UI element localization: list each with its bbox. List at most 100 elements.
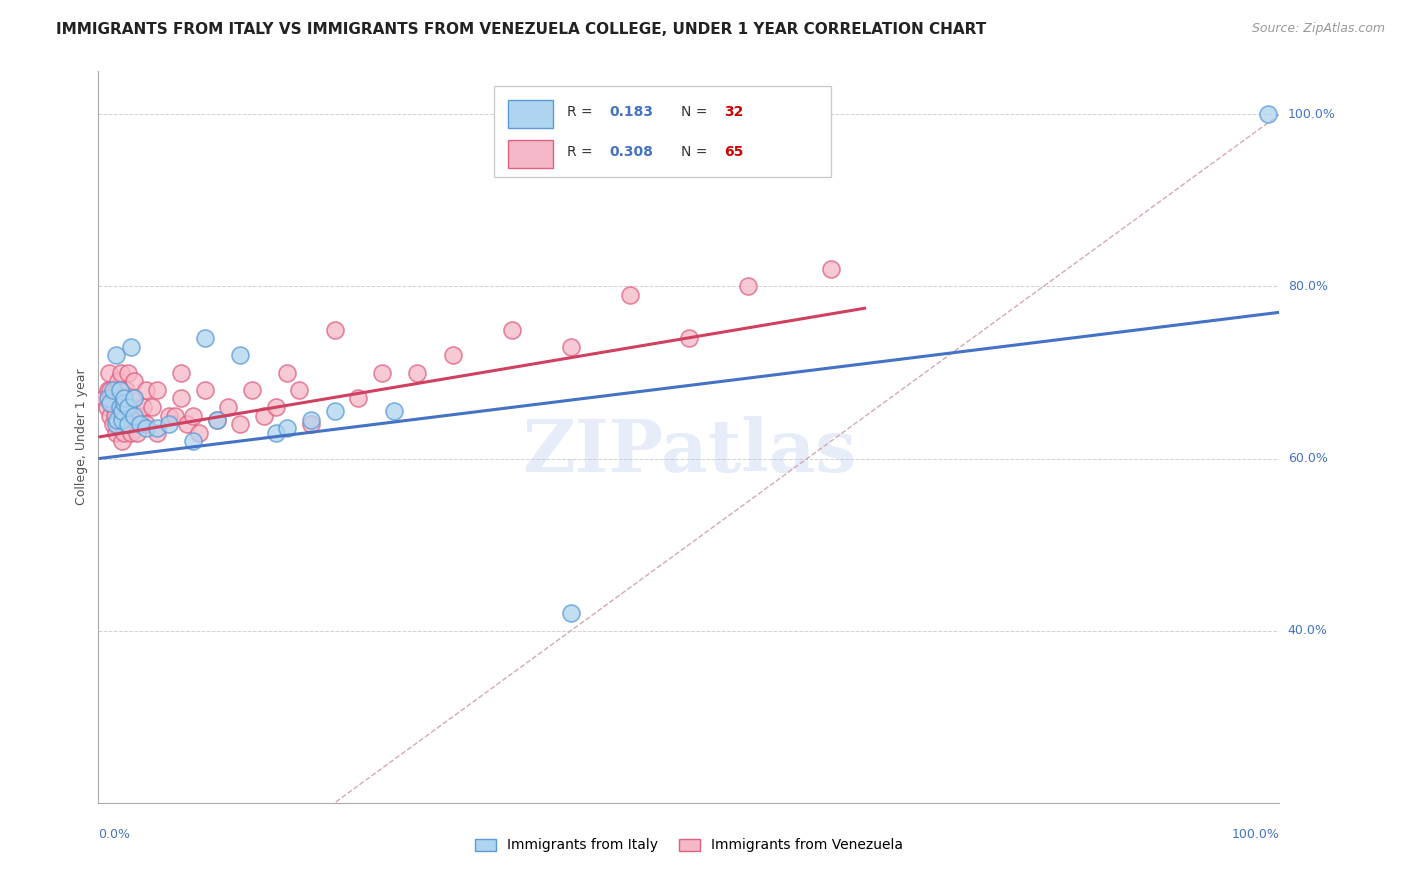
Point <box>157 417 180 432</box>
Point <box>98 366 121 380</box>
Point <box>105 392 128 406</box>
Point <box>112 425 135 440</box>
Point <box>146 425 169 440</box>
Point <box>117 400 139 414</box>
Point <box>820 262 842 277</box>
Point <box>127 425 149 440</box>
Text: 0.0%: 0.0% <box>98 828 131 841</box>
Point <box>165 409 187 423</box>
Point <box>170 366 193 380</box>
Point <box>111 409 134 423</box>
Point <box>105 348 128 362</box>
Text: 65: 65 <box>724 145 744 159</box>
Point <box>93 392 115 406</box>
Point <box>181 409 204 423</box>
Point <box>108 383 131 397</box>
Point <box>170 392 193 406</box>
Point <box>276 366 298 380</box>
Point <box>194 331 217 345</box>
Point <box>323 404 346 418</box>
Point <box>97 383 120 397</box>
Point <box>441 348 464 362</box>
Point <box>121 425 143 440</box>
Point <box>111 434 134 449</box>
Point <box>737 279 759 293</box>
FancyBboxPatch shape <box>508 100 553 128</box>
Point <box>347 392 370 406</box>
Point <box>135 417 157 432</box>
Point <box>299 417 322 432</box>
Point <box>117 417 139 432</box>
Point <box>560 340 582 354</box>
Point <box>157 409 180 423</box>
Text: 60.0%: 60.0% <box>1288 452 1327 465</box>
Point <box>121 340 143 354</box>
Point <box>98 383 121 397</box>
Point <box>104 409 127 423</box>
Point <box>98 395 121 409</box>
Point <box>264 400 287 414</box>
Point <box>229 348 252 362</box>
Point <box>619 288 641 302</box>
Point <box>108 383 131 397</box>
Legend: Immigrants from Italy, Immigrants from Venezuela: Immigrants from Italy, Immigrants from V… <box>470 833 908 858</box>
Point <box>371 366 394 380</box>
Text: R =: R = <box>567 145 598 159</box>
Point <box>678 331 700 345</box>
Point <box>194 383 217 397</box>
Point <box>122 409 145 423</box>
Point <box>112 395 135 409</box>
Point <box>122 374 145 388</box>
Text: 40.0%: 40.0% <box>1288 624 1327 637</box>
Point <box>323 322 346 336</box>
Text: ZIPatlas: ZIPatlas <box>522 417 856 487</box>
Point <box>110 366 132 380</box>
Point <box>1257 107 1279 121</box>
Point <box>98 392 121 406</box>
Point <box>107 374 129 388</box>
Text: N =: N = <box>681 145 711 159</box>
Point <box>406 366 429 380</box>
Point <box>176 417 198 432</box>
Point <box>146 383 169 397</box>
Point <box>122 392 145 406</box>
Point <box>117 417 139 432</box>
Point <box>101 417 124 432</box>
Point <box>240 383 263 397</box>
Point <box>181 434 204 449</box>
Point <box>187 425 209 440</box>
Point <box>105 425 128 440</box>
Point <box>146 421 169 435</box>
Point <box>276 421 298 435</box>
Text: 80.0%: 80.0% <box>1288 280 1327 293</box>
Point <box>105 413 128 427</box>
Point <box>229 417 252 432</box>
Point <box>132 400 155 414</box>
Point <box>122 409 145 423</box>
Text: Source: ZipAtlas.com: Source: ZipAtlas.com <box>1251 22 1385 36</box>
Point <box>105 383 128 397</box>
FancyBboxPatch shape <box>494 86 831 178</box>
Point <box>135 383 157 397</box>
Point <box>111 404 134 418</box>
Point <box>117 400 139 414</box>
Point <box>111 392 134 406</box>
Point <box>382 404 405 418</box>
Point <box>98 409 121 423</box>
Point <box>217 400 239 414</box>
Point <box>112 392 135 406</box>
Point <box>205 413 228 427</box>
Point <box>114 383 136 397</box>
Point <box>253 409 276 423</box>
Point <box>108 400 131 414</box>
Point <box>264 425 287 440</box>
Point <box>103 400 125 414</box>
Text: 0.308: 0.308 <box>610 145 654 159</box>
Point <box>108 400 131 414</box>
Point <box>299 413 322 427</box>
Text: 32: 32 <box>724 104 744 119</box>
Point <box>141 400 163 414</box>
Text: N =: N = <box>681 104 711 119</box>
FancyBboxPatch shape <box>508 140 553 168</box>
Text: 100.0%: 100.0% <box>1288 108 1336 121</box>
